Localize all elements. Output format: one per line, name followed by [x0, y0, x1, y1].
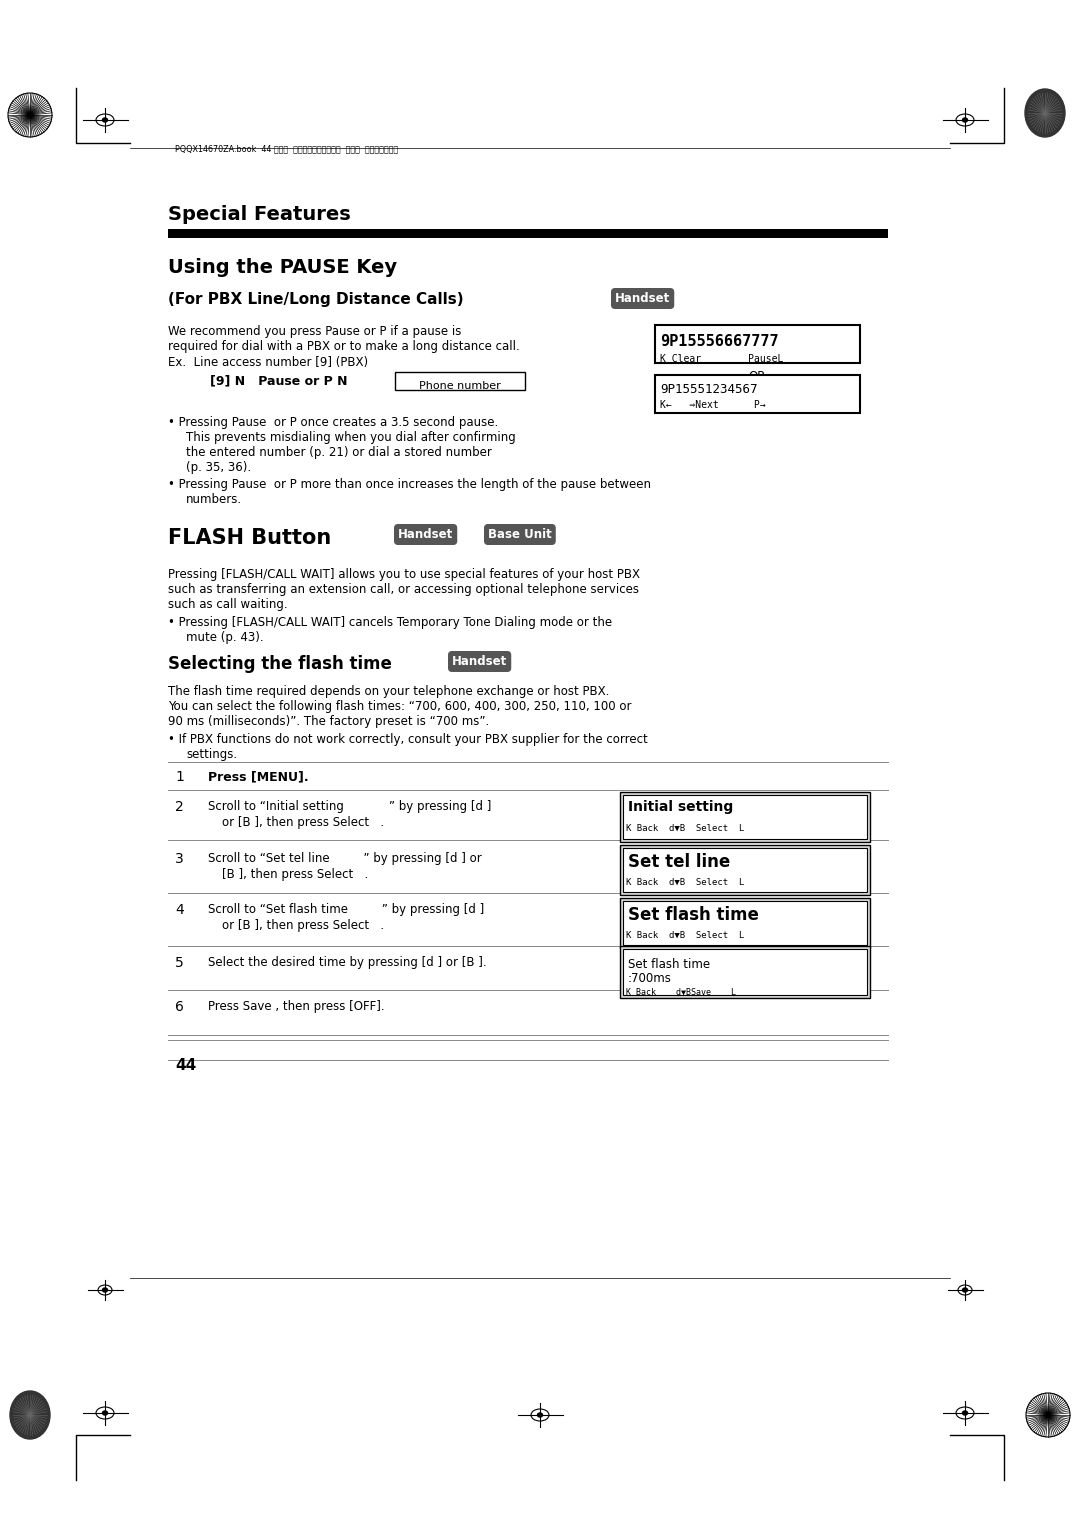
Text: 9P15556667777: 9P15556667777 [660, 335, 779, 348]
Text: 1: 1 [175, 770, 184, 784]
Bar [654, 374, 860, 413]
Text: Handset: Handset [399, 529, 454, 541]
Text: the entered number (p. 21) or dial a stored number: the entered number (p. 21) or dial a sto… [186, 446, 491, 458]
Text: Press [MENU].: Press [MENU]. [208, 770, 309, 782]
Text: Handset: Handset [615, 292, 671, 306]
Text: You can select the following flash times: “700, 600, 400, 300, 250, 110, 100 or: You can select the following flash times… [168, 700, 632, 714]
Text: Set flash time: Set flash time [627, 958, 711, 970]
Text: K←   ⇒Next      P→: K← ⇒Next P→ [660, 400, 766, 410]
Bar [620, 946, 870, 998]
Text: • Pressing Pause  or P more than once increases the length of the pause between: • Pressing Pause or P more than once inc… [168, 478, 651, 490]
Text: OR: OR [748, 370, 766, 384]
Text: 6: 6 [175, 999, 184, 1015]
Text: (For PBX Line/Long Distance Calls): (For PBX Line/Long Distance Calls) [168, 292, 463, 307]
Text: 44: 44 [175, 1057, 197, 1073]
Text: 2: 2 [175, 801, 184, 814]
Text: such as call waiting.: such as call waiting. [168, 597, 287, 611]
Text: K Back  d▼B  Select  L: K Back d▼B Select L [626, 824, 744, 833]
Text: • If PBX functions do not work correctly, consult your PBX supplier for the corr: • If PBX functions do not work correctly… [168, 733, 648, 746]
Text: K Back    d▼BSave    L: K Back d▼BSave L [626, 989, 735, 996]
Text: 90 ms (milliseconds)”. The factory preset is “700 ms”.: 90 ms (milliseconds)”. The factory prese… [168, 715, 489, 727]
Text: Base Unit: Base Unit [488, 529, 552, 541]
Text: numbers.: numbers. [186, 494, 242, 506]
Ellipse shape [103, 1410, 108, 1415]
Text: FLASH Button: FLASH Button [168, 529, 332, 549]
Bar [654, 325, 860, 364]
Text: or [B ], then press Select   .: or [B ], then press Select . [222, 816, 384, 830]
Text: This prevents misdialing when you dial after confirming: This prevents misdialing when you dial a… [186, 431, 516, 445]
Bar [620, 898, 870, 947]
Text: or [B ], then press Select   .: or [B ], then press Select . [222, 918, 384, 932]
Ellipse shape [1025, 89, 1065, 138]
Ellipse shape [103, 1288, 108, 1293]
Text: (p. 35, 36).: (p. 35, 36). [186, 461, 252, 474]
Text: K Back  d▼B  Select  L: K Back d▼B Select L [626, 879, 744, 886]
Text: • Pressing Pause  or P once creates a 3.5 second pause.: • Pressing Pause or P once creates a 3.5… [168, 416, 498, 429]
Text: Press Save , then press [OFF].: Press Save , then press [OFF]. [208, 999, 384, 1013]
Text: 5: 5 [175, 957, 184, 970]
Ellipse shape [10, 1390, 50, 1439]
Text: Phone number: Phone number [419, 380, 501, 391]
Text: :700ms: :700ms [627, 972, 672, 986]
Text: Example: Example [660, 325, 712, 338]
Text: Selecting the flash time: Selecting the flash time [168, 656, 392, 672]
Bar [620, 845, 870, 895]
Text: Set tel line: Set tel line [627, 853, 730, 871]
Text: Pressing [FLASH/CALL WAIT] allows you to use special features of your host PBX: Pressing [FLASH/CALL WAIT] allows you to… [168, 568, 640, 581]
Text: 4: 4 [175, 903, 184, 917]
Text: We recommend you press Pause or P if a pause is: We recommend you press Pause or P if a p… [168, 325, 461, 338]
Text: Handset: Handset [453, 656, 508, 668]
Bar [623, 949, 867, 995]
Text: Scroll to “Set tel line         ” by pressing [d ] or: Scroll to “Set tel line ” by pressing [d… [208, 853, 482, 865]
Text: Using the PAUSE Key: Using the PAUSE Key [168, 258, 397, 277]
Text: settings.: settings. [186, 749, 238, 761]
Bar [620, 792, 870, 842]
Ellipse shape [103, 118, 108, 122]
Text: such as transferring an extension call, or accessing optional telephone services: such as transferring an extension call, … [168, 584, 639, 596]
Bar [395, 371, 525, 390]
Text: [9] N   Pause or P N: [9] N Pause or P N [210, 374, 348, 387]
Text: K Back  d▼B  Select  L: K Back d▼B Select L [626, 931, 744, 940]
Text: [B ], then press Select   .: [B ], then press Select . [222, 868, 368, 882]
Text: Scroll to “Set flash time         ” by pressing [d ]: Scroll to “Set flash time ” by pressing … [208, 903, 484, 915]
Bar [623, 848, 867, 892]
Ellipse shape [962, 1288, 968, 1293]
Text: PQQX14670ZA.book  44 ページ  ２００５年２月２２日  火曜日  午後１２時０分: PQQX14670ZA.book 44 ページ ２００５年２月２２日 火曜日 午… [175, 144, 399, 153]
Text: Initial setting: Initial setting [627, 801, 733, 814]
Text: Special Features: Special Features [168, 205, 351, 225]
Text: 9P15551234567: 9P15551234567 [660, 384, 757, 396]
Text: The flash time required depends on your telephone exchange or host PBX.: The flash time required depends on your … [168, 685, 609, 698]
Bar [623, 795, 867, 839]
Text: • Pressing [FLASH/CALL WAIT] cancels Temporary Tone Dialing mode or the: • Pressing [FLASH/CALL WAIT] cancels Tem… [168, 616, 612, 630]
Bar [623, 902, 867, 944]
Ellipse shape [962, 118, 968, 122]
Bar [168, 229, 888, 238]
Text: 3: 3 [175, 853, 184, 866]
Text: K Clear        PauseL: K Clear PauseL [660, 354, 783, 364]
Text: Set flash time: Set flash time [627, 906, 759, 924]
Ellipse shape [538, 1413, 542, 1416]
Ellipse shape [962, 1410, 968, 1415]
Text: required for dial with a PBX or to make a long distance call.: required for dial with a PBX or to make … [168, 341, 519, 353]
Text: Scroll to “Initial setting            ” by pressing [d ]: Scroll to “Initial setting ” by pressing… [208, 801, 491, 813]
Text: Ex.  Line access number [9] (PBX): Ex. Line access number [9] (PBX) [168, 356, 368, 368]
Text: Select the desired time by pressing [d ] or [B ].: Select the desired time by pressing [d ]… [208, 957, 487, 969]
Text: mute (p. 43).: mute (p. 43). [186, 631, 264, 643]
